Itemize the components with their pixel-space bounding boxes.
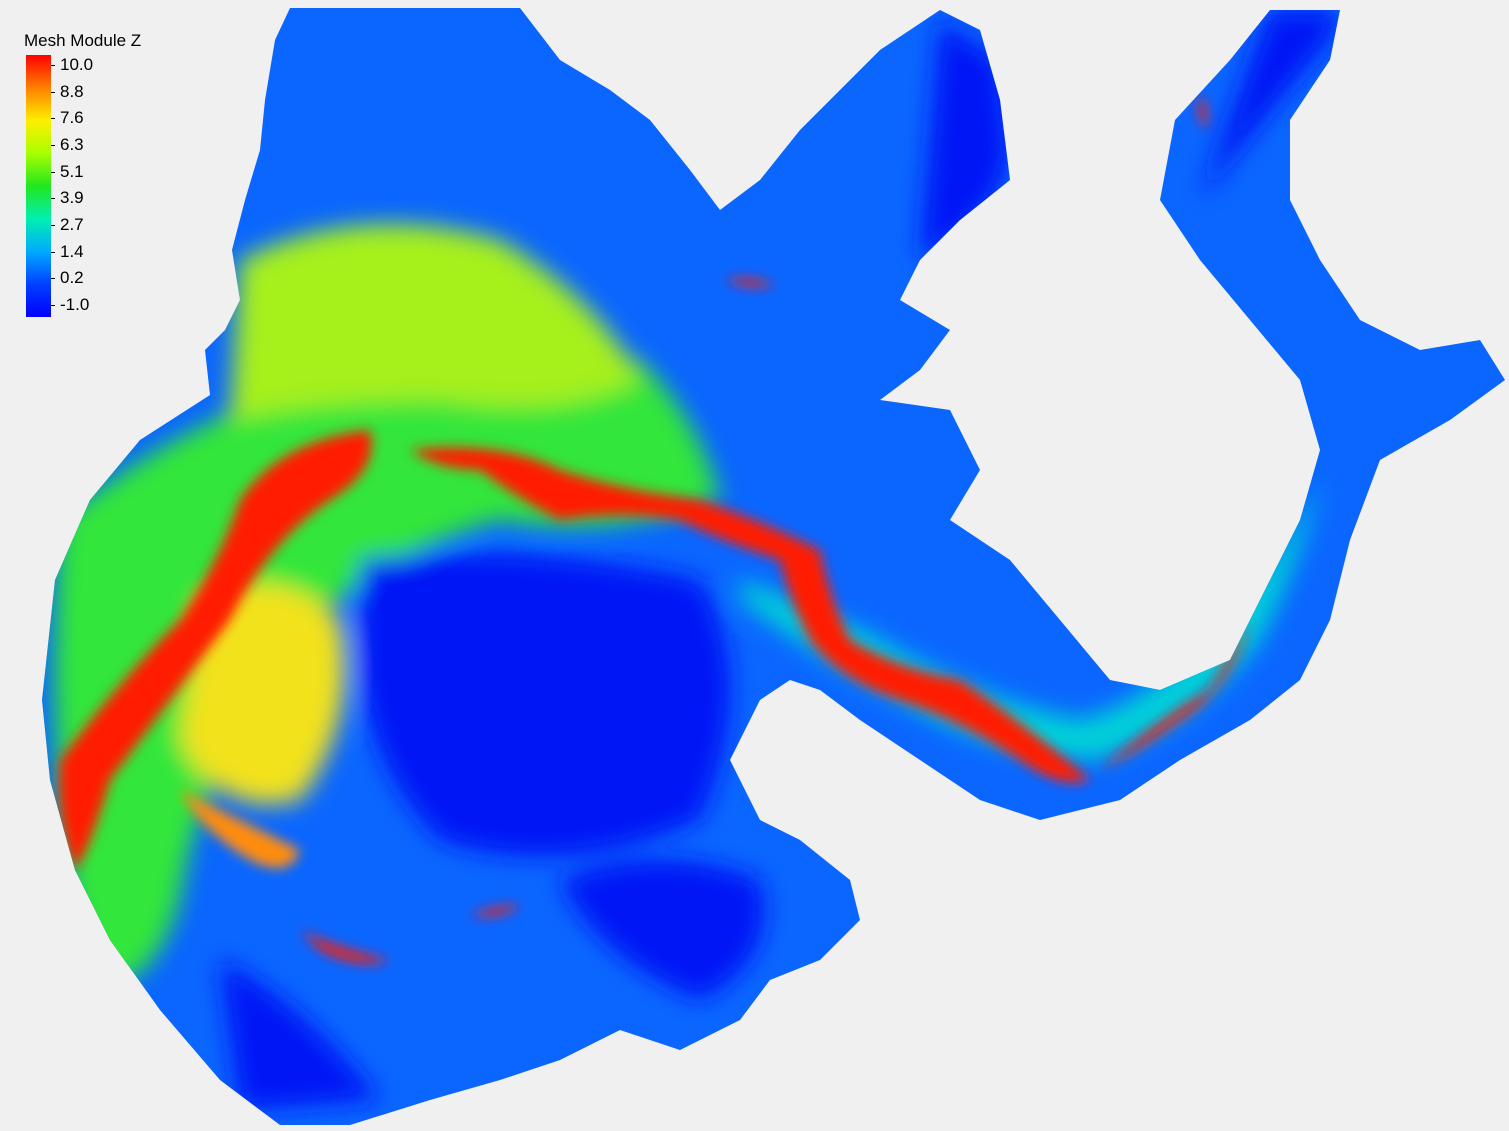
- legend-label: 2.7: [60, 215, 84, 234]
- legend-tick: [51, 251, 55, 253]
- legend-tick: [51, 65, 55, 66]
- legend-label: 10.0: [60, 55, 94, 74]
- legend-tick: [51, 145, 55, 146]
- legend-tick: [51, 198, 55, 200]
- legend-tick: [51, 91, 55, 93]
- legend-tick: [51, 118, 55, 120]
- legend-label: 0.2: [60, 268, 84, 288]
- legend-tick: [51, 171, 55, 173]
- legend-label: 1.4: [60, 241, 84, 261]
- legend-label: 8.8: [60, 81, 84, 101]
- legend-label: 6.3: [60, 135, 84, 154]
- legend: Mesh Module Z 10.0 8.8 7.6 6.3 5.1 3.9 2.7 1.4 0…: [24, 31, 184, 331]
- legend-tick: [51, 305, 55, 306]
- legend-label: 7.6: [60, 108, 84, 128]
- legend-label: 3.9: [60, 188, 84, 208]
- legend-label: 5.1: [60, 161, 84, 181]
- legend-color-bar: [26, 55, 51, 317]
- legend-tick: [51, 225, 55, 226]
- legend-label: -1.0: [60, 295, 90, 314]
- legend-tick: [51, 278, 55, 280]
- legend-title: Mesh Module Z: [24, 31, 142, 50]
